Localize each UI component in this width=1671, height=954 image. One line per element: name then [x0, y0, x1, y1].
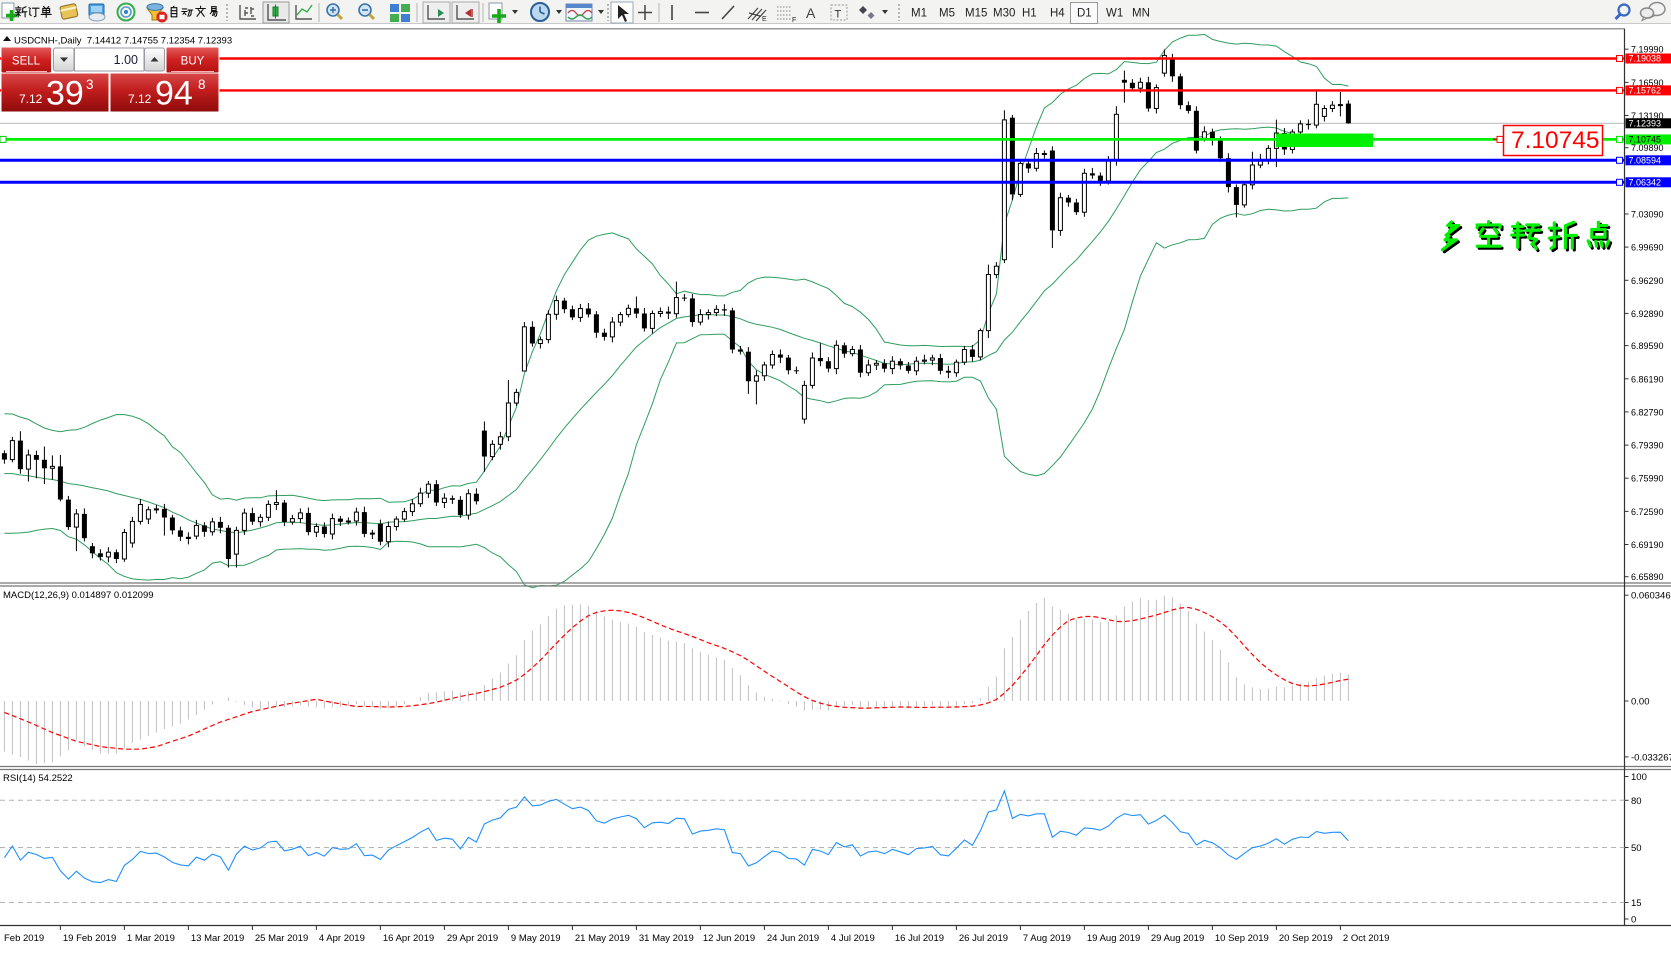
svg-text:13 Mar 2019: 13 Mar 2019 [191, 933, 244, 944]
svg-text:31 May 2019: 31 May 2019 [639, 933, 694, 944]
svg-text:26 Jul 2019: 26 Jul 2019 [959, 933, 1008, 944]
svg-text:7.15762: 7.15762 [1629, 86, 1662, 96]
svg-text:6.99690: 6.99690 [1631, 243, 1664, 253]
svg-text:T: T [835, 9, 842, 21]
svg-text:6.86190: 6.86190 [1631, 374, 1664, 384]
svg-text:Feb 2019: Feb 2019 [4, 933, 44, 944]
svg-text:7.08594: 7.08594 [1629, 156, 1662, 166]
svg-text:29 Apr 2019: 29 Apr 2019 [447, 933, 498, 944]
svg-text:-0.033267: -0.033267 [1631, 752, 1671, 763]
svg-text:7.06342: 7.06342 [1629, 178, 1662, 188]
svg-text:4 Apr 2019: 4 Apr 2019 [319, 933, 365, 944]
svg-text:7.10745: 7.10745 [1511, 127, 1600, 154]
svg-text:3: 3 [86, 77, 94, 92]
svg-text:W1: W1 [1106, 8, 1123, 20]
svg-text:6.92890: 6.92890 [1631, 309, 1664, 319]
svg-text:A: A [806, 5, 816, 21]
svg-text:15: 15 [1631, 898, 1642, 909]
svg-text:6.75990: 6.75990 [1631, 474, 1664, 484]
svg-text:6.65890: 6.65890 [1631, 572, 1664, 582]
svg-text:MN: MN [1132, 8, 1150, 20]
svg-text:1 Mar 2019: 1 Mar 2019 [127, 933, 175, 944]
svg-text:7.03090: 7.03090 [1631, 210, 1664, 220]
svg-text:0: 0 [1631, 915, 1636, 926]
svg-text:7 Aug 2019: 7 Aug 2019 [1023, 933, 1071, 944]
svg-text:25 Mar 2019: 25 Mar 2019 [255, 933, 308, 944]
svg-text:50: 50 [1631, 843, 1642, 854]
svg-text:H1: H1 [1022, 8, 1037, 20]
svg-text:19 Feb 2019: 19 Feb 2019 [63, 933, 116, 944]
svg-text:6.69190: 6.69190 [1631, 540, 1664, 550]
svg-text:SELL: SELL [12, 56, 41, 68]
svg-text:80: 80 [1631, 796, 1642, 807]
svg-text:E: E [762, 16, 767, 23]
svg-text:F: F [792, 17, 796, 24]
svg-text:39: 39 [46, 75, 84, 113]
svg-text:MACD(12,26,9) 0.014897 0.01209: MACD(12,26,9) 0.014897 0.012099 [3, 590, 154, 601]
svg-text:7.19038: 7.19038 [1629, 54, 1662, 64]
svg-text:10 Sep 2019: 10 Sep 2019 [1215, 933, 1269, 944]
svg-text:94: 94 [155, 75, 193, 113]
svg-text:BUY: BUY [181, 56, 205, 68]
svg-text:16 Apr 2019: 16 Apr 2019 [383, 933, 434, 944]
svg-text:9 May 2019: 9 May 2019 [511, 933, 561, 944]
svg-text:6.79390: 6.79390 [1631, 441, 1664, 451]
svg-text:12 Jun 2019: 12 Jun 2019 [703, 933, 755, 944]
svg-text:100: 100 [1631, 772, 1647, 783]
svg-text:20 Sep 2019: 20 Sep 2019 [1279, 933, 1333, 944]
svg-text:M5: M5 [939, 8, 955, 20]
svg-text:D1: D1 [1077, 8, 1092, 20]
svg-text:RSI(14) 54.2522: RSI(14) 54.2522 [3, 773, 73, 784]
svg-text:6.89590: 6.89590 [1631, 341, 1664, 351]
svg-text:16 Jul 2019: 16 Jul 2019 [895, 933, 944, 944]
svg-text:7.12: 7.12 [128, 92, 152, 106]
svg-text:M1: M1 [911, 8, 927, 20]
svg-text:7.10745: 7.10745 [1629, 135, 1662, 145]
svg-text:8: 8 [198, 77, 206, 92]
svg-text:4 Jul 2019: 4 Jul 2019 [831, 933, 875, 944]
svg-text:M15: M15 [965, 8, 987, 20]
svg-text:USDCNH-,Daily 7.14412 7.14755: USDCNH-,Daily 7.14412 7.14755 7.12354 7.… [14, 36, 232, 47]
svg-text:7.09890: 7.09890 [1631, 143, 1664, 153]
svg-text:0.060346: 0.060346 [1631, 591, 1671, 602]
svg-text:19 Aug 2019: 19 Aug 2019 [1087, 933, 1140, 944]
svg-text:21 May 2019: 21 May 2019 [575, 933, 630, 944]
svg-text:H4: H4 [1050, 8, 1065, 20]
svg-text:7.12: 7.12 [19, 92, 43, 106]
svg-text:6.96290: 6.96290 [1631, 276, 1664, 286]
svg-text:6.72590: 6.72590 [1631, 507, 1664, 517]
svg-text:24 Jun 2019: 24 Jun 2019 [767, 933, 819, 944]
svg-text:29 Aug 2019: 29 Aug 2019 [1151, 933, 1204, 944]
svg-text:M30: M30 [993, 8, 1015, 20]
svg-text:2 Oct 2019: 2 Oct 2019 [1343, 933, 1389, 944]
svg-text:6.82790: 6.82790 [1631, 407, 1664, 417]
svg-text:1.00: 1.00 [114, 53, 138, 67]
svg-text:7.12393: 7.12393 [1629, 119, 1662, 129]
svg-text:0.00: 0.00 [1631, 697, 1650, 708]
